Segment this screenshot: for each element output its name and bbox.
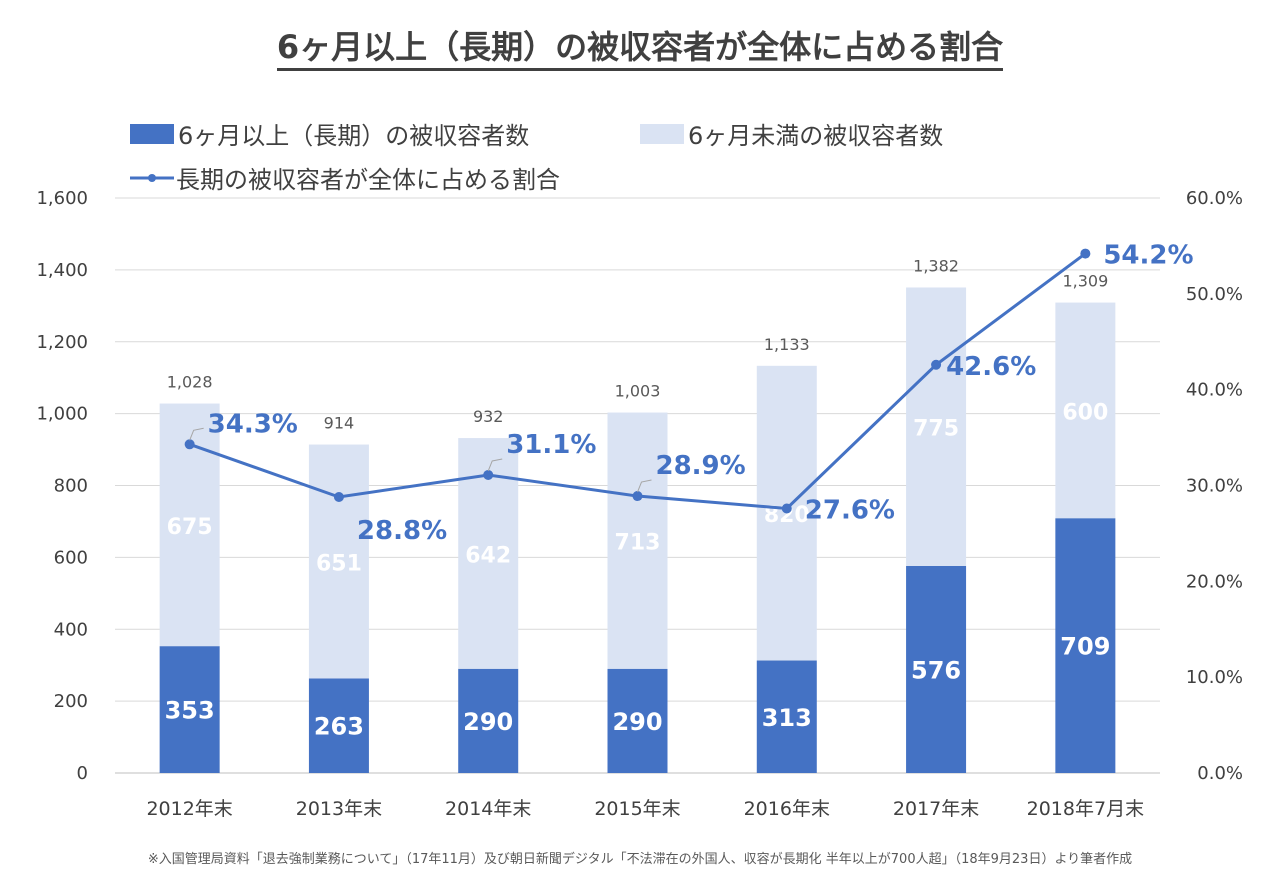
total-label: 1,133 [764,335,810,354]
y-right-tick-label: 20.0% [1186,571,1243,592]
y-right-tick-label: 50.0% [1186,284,1243,305]
ratio-label: 28.8% [357,516,447,546]
legend-line-marker [130,173,174,182]
legend-item-short-term: 6ヶ月未満の被収容者数 [640,116,943,151]
y-left-tick-label: 200 [54,691,88,712]
bar-short-term [308,444,369,679]
bar-label-long-term: 290 [612,708,662,736]
ratio-point [931,359,942,370]
y-left-tick-label: 400 [54,619,88,640]
y-right-tick-label: 10.0% [1186,667,1243,688]
y-left-tick-label: 1,000 [36,404,88,425]
leader-line [637,479,652,493]
total-label: 1,382 [913,256,959,275]
ratio-label: 54.2% [1103,241,1193,271]
ratio-label: 27.6% [805,496,895,526]
bar-label-long-term: 313 [762,704,812,732]
ratio-point [333,492,344,502]
bar-label-long-term: 709 [1060,633,1110,661]
bar-label-short-term: 600 [1062,400,1108,425]
bar-short-term [1055,302,1116,519]
ratio-point [483,469,494,480]
x-tick-label: 2014年末 [445,798,531,820]
legend-item-long-term: 6ヶ月以上（長期）の被収容者数 [130,116,529,151]
ratio-point [781,503,792,514]
x-tick-label: 2018年7月末 [1027,798,1144,820]
y-left-tick-label: 0 [77,763,88,784]
y-left-tick-label: 600 [54,547,88,568]
bar-long-term [1055,518,1116,773]
bar-long-term [308,678,369,773]
y-left-tick-label: 1,200 [36,332,88,353]
total-label: 914 [324,414,355,433]
total-label: 1,309 [1062,272,1108,291]
ratio-point [1080,248,1091,259]
y-right-tick-label: 40.0% [1186,380,1243,401]
total-label: 1,003 [615,382,661,401]
bar-short-term [607,412,668,669]
y-left-tick-label: 800 [54,476,88,497]
ratio-label: 42.6% [946,352,1036,382]
y-left-tick-label: 1,400 [36,260,88,281]
bar-label-long-term: 353 [165,697,215,725]
total-label: 932 [473,407,504,426]
chart-title: 6ヶ月以上（長期）の被収容者が全体に占める割合 [0,22,1280,71]
bar-label-long-term: 576 [911,657,961,685]
bar-label-long-term: 290 [463,708,513,736]
bar-long-term [458,668,519,773]
bar-label-short-term: 651 [316,552,362,577]
bar-label-long-term: 263 [314,713,364,741]
y-right-tick-label: 60.0% [1186,188,1243,209]
bar-long-term [906,566,967,773]
legend-swatch [640,123,684,144]
legend-swatch [130,123,174,144]
x-tick-label: 2012年末 [146,798,232,820]
y-right-tick-label: 30.0% [1186,476,1243,497]
x-tick-label: 2017年末 [893,798,979,820]
bar-label-short-term: 642 [465,543,511,568]
ratio-label: 28.9% [656,451,746,481]
y-right-tick-label: 0.0% [1197,763,1243,784]
x-tick-label: 2015年末 [594,798,680,820]
ratio-point [184,439,195,450]
bar-label-short-term: 675 [167,515,213,540]
bar-long-term [756,660,817,773]
y-left-tick-label: 1,600 [36,188,88,209]
legend-item-ratio: 長期の被収容者が全体に占める割合 [130,160,560,195]
bar-long-term [159,646,220,773]
footnote: ※入国管理局資料「退去強制業務について」（17年11月）及び朝日新聞デジタル「不… [147,852,1133,867]
ratio-label: 31.1% [506,430,596,460]
bar-label-short-term: 775 [913,417,959,442]
bar-label-short-term: 713 [615,531,661,556]
ratio-point [632,491,643,502]
total-label: 1,028 [167,373,213,392]
x-tick-label: 2013年末 [296,798,382,820]
x-tick-label: 2016年末 [744,798,830,820]
bar-long-term [607,668,668,773]
ratio-label: 34.3% [208,409,298,439]
bar-short-term [906,287,967,566]
leader-line [189,427,204,441]
leader-line [487,458,503,472]
